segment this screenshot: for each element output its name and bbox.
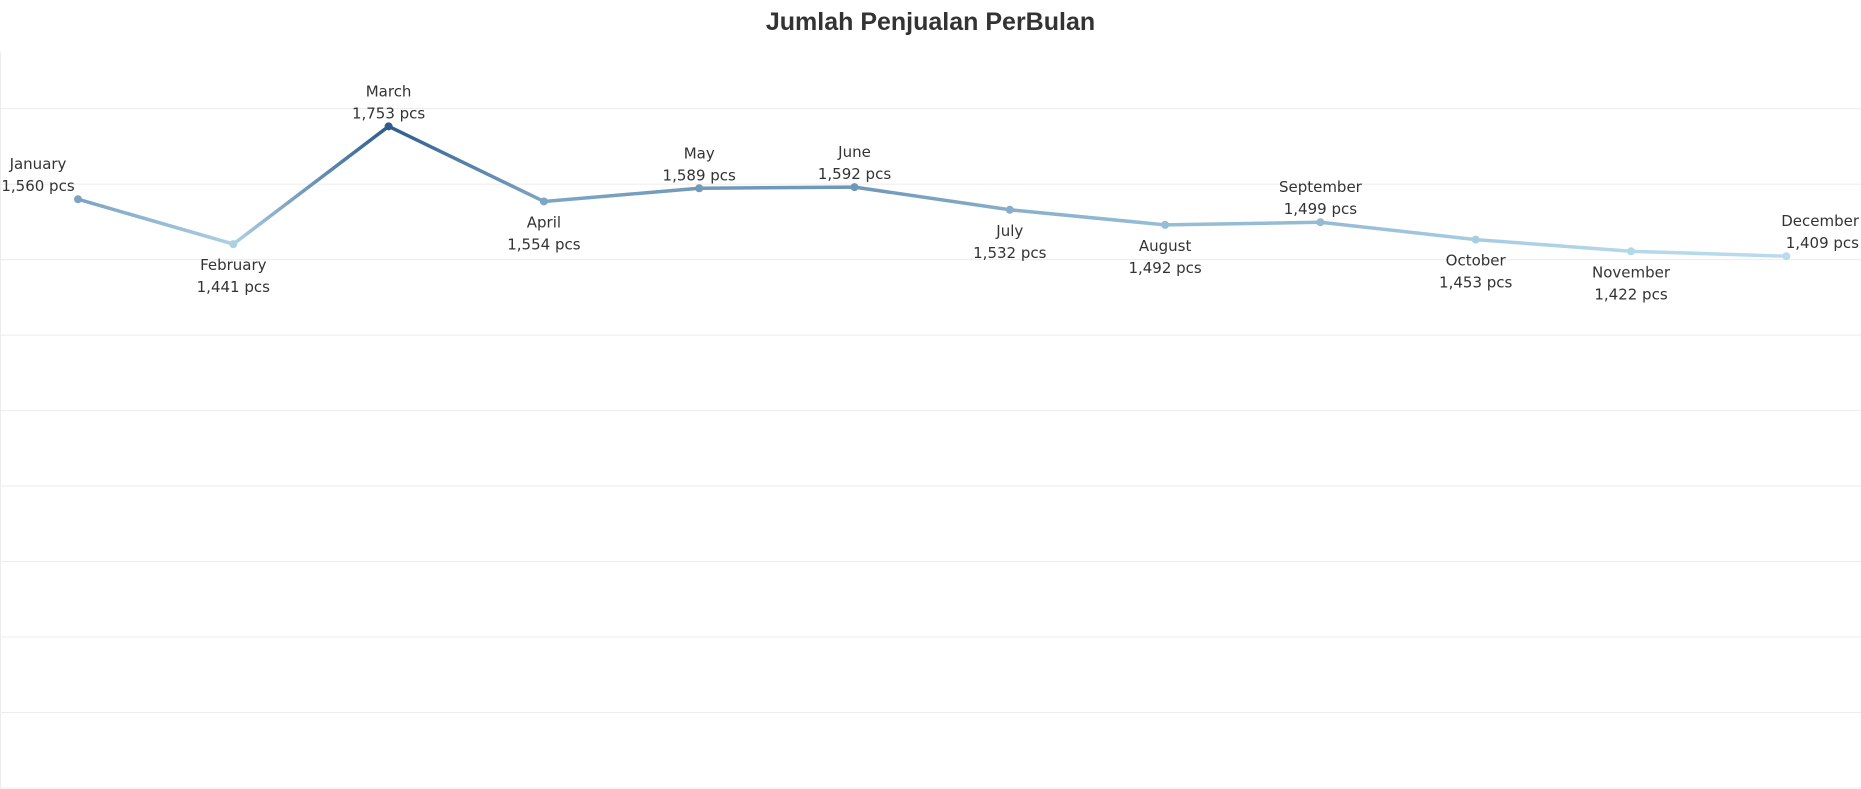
data-point-august[interactable] — [1161, 220, 1170, 229]
month-label: December — [1781, 212, 1860, 230]
line-segment — [1163, 220, 1323, 227]
data-point-february[interactable] — [229, 240, 238, 249]
line-segment — [386, 124, 546, 204]
data-point-june[interactable] — [850, 183, 859, 192]
value-label: 1,589 pcs — [663, 166, 736, 184]
value-label: 1,453 pcs — [1439, 274, 1512, 292]
value-label: 1,532 pcs — [973, 244, 1046, 262]
data-point-january[interactable] — [74, 195, 82, 204]
value-label: 1,409 pcs — [1786, 234, 1859, 252]
data-point-december[interactable] — [1782, 252, 1791, 261]
value-label: 1,560 pcs — [1, 177, 74, 195]
line-segment — [1473, 237, 1633, 254]
value-label: 1,422 pcs — [1594, 285, 1667, 303]
value-label: 1,753 pcs — [352, 104, 425, 122]
data-point-july[interactable] — [1005, 205, 1014, 214]
data-point-april[interactable] — [539, 197, 548, 206]
month-label: November — [1592, 263, 1671, 281]
line-segment — [1318, 220, 1478, 242]
month-label: January — [9, 155, 67, 173]
month-label: June — [837, 143, 871, 161]
month-label: May — [684, 144, 715, 162]
gridlines — [0, 52, 1861, 789]
data-point-may[interactable] — [695, 184, 704, 193]
data-point-march[interactable] — [384, 122, 393, 131]
value-label: 1,554 pcs — [507, 235, 580, 253]
data-point-november[interactable] — [1627, 247, 1635, 256]
line-series — [76, 124, 1789, 258]
month-label: April — [527, 213, 561, 231]
line-segment — [1008, 208, 1167, 227]
line-segment — [697, 185, 857, 191]
month-label: October — [1446, 252, 1507, 270]
line-segment — [76, 197, 236, 246]
line-segment — [1629, 249, 1789, 258]
line-segment — [231, 124, 391, 246]
data-point-october[interactable] — [1471, 235, 1480, 244]
value-label: 1,492 pcs — [1128, 259, 1201, 277]
month-label: September — [1279, 178, 1363, 196]
value-label: 1,592 pcs — [818, 165, 891, 183]
line-segment — [852, 185, 1012, 212]
data-labels: January 1,560 pcs February 1,441 pcs March 1,… — [1, 82, 1859, 303]
data-point-september[interactable] — [1316, 218, 1325, 227]
month-label: August — [1139, 237, 1192, 255]
month-label: February — [200, 256, 267, 274]
chart-title: Jumlah Penjualan PerBulan — [765, 8, 1096, 36]
month-label: March — [366, 82, 412, 100]
value-label: 1,441 pcs — [197, 278, 270, 296]
value-label: 1,499 pcs — [1284, 200, 1357, 218]
line-segment — [542, 186, 701, 204]
month-label: July — [995, 222, 1023, 240]
data-points — [74, 122, 1791, 261]
